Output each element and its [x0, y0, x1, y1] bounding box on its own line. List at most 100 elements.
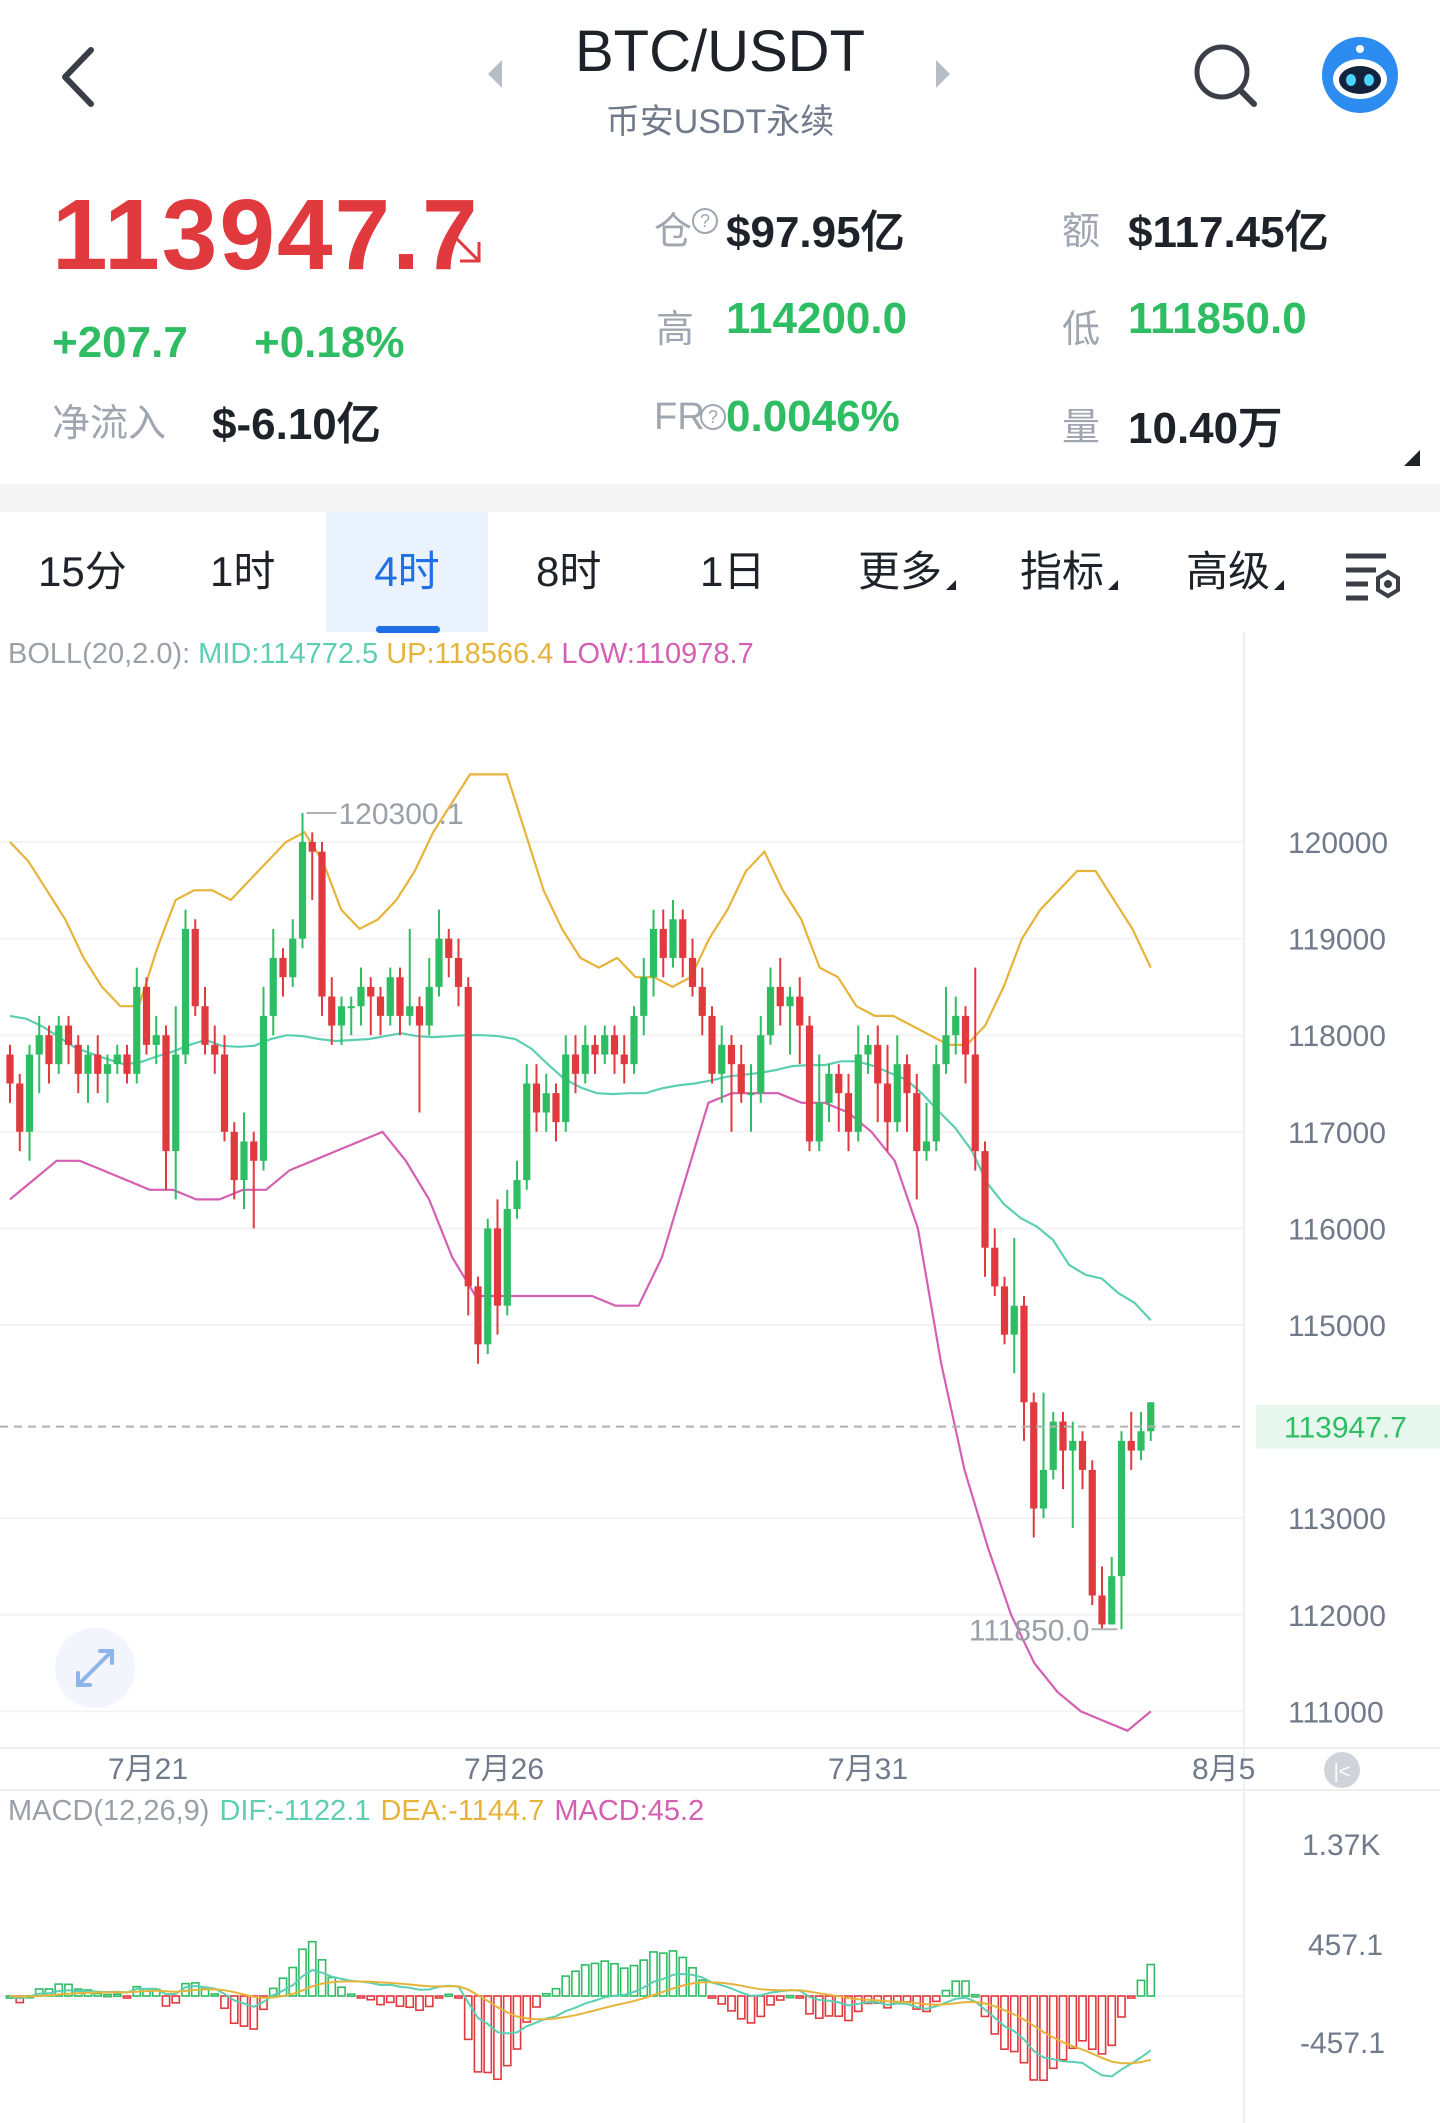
macd-bar: [649, 1951, 658, 1997]
info-icon[interactable]: ?: [700, 404, 726, 430]
macd-bar: [239, 1995, 249, 2027]
candle-body: [1039, 1469, 1048, 1509]
info-icon[interactable]: ?: [692, 208, 718, 234]
interval-tabs: 15分 1时 4时 8时 1日 更多 指标 高级: [0, 512, 1440, 632]
macd-bar: [122, 1995, 132, 1999]
macd-bar: [746, 1995, 756, 2024]
macd-bar: [327, 1976, 337, 1997]
section-divider: [0, 484, 1440, 512]
candle-body: [94, 1054, 102, 1074]
macd-bar: [1058, 1995, 1068, 2061]
bollinger-bands: [9, 773, 1152, 1732]
candle-body: [883, 1083, 892, 1123]
candle-body: [191, 928, 199, 1007]
candle-body: [1127, 1440, 1135, 1451]
expand-corner-icon[interactable]: [1404, 450, 1420, 466]
tab-15m[interactable]: 15分: [38, 548, 127, 595]
pair-subtitle: 币安USDT永续: [605, 103, 835, 141]
candle-body: [289, 938, 297, 978]
current-price-label: 113947.7: [1284, 1412, 1407, 1445]
macd-bar: [561, 1975, 571, 1997]
candle-body: [786, 996, 794, 1007]
candle-body: [913, 1093, 921, 1152]
candle-body: [1020, 1305, 1028, 1403]
x-tick-label: 7月31: [828, 1753, 908, 1786]
boll-lower-line: [9, 1092, 1152, 1732]
macd-bar: [736, 1995, 746, 2020]
candle-body: [942, 1035, 950, 1065]
candle-body: [766, 986, 775, 1036]
tab-indicators-label: 指标: [1020, 548, 1105, 595]
candle-body: [464, 986, 472, 1287]
candle-body: [952, 1015, 960, 1036]
boll-legend: BOLL(20,2.0): MID:114772.5 UP:118566.4 LOW:…: [8, 638, 754, 670]
macd-bar: [1146, 1963, 1156, 1997]
candle-body: [337, 1006, 346, 1026]
candle-body: [55, 1025, 63, 1065]
caret-left-icon[interactable]: [488, 60, 502, 88]
tab-1h[interactable]: 1时: [210, 548, 276, 595]
robot-avatar-icon[interactable]: [1320, 35, 1400, 115]
candle-body: [630, 1015, 638, 1065]
candle-body: [581, 1044, 589, 1074]
candle-body: [844, 1093, 853, 1132]
boll-mid-label: MID:114772.5: [198, 638, 378, 670]
tab-advanced[interactable]: 高级: [1186, 512, 1285, 632]
candle-body: [991, 1247, 999, 1287]
macd-bar: [112, 1993, 122, 1998]
macd-bar: [844, 1995, 853, 2022]
y-tick-label: 116000: [1288, 1213, 1386, 1246]
macd-bar: [493, 1995, 502, 2081]
y-tick-label: 112000: [1288, 1600, 1386, 1633]
go-latest-icon: |<: [1334, 1761, 1351, 1783]
chart-settings-icon[interactable]: [1342, 548, 1404, 604]
macd-value-label: MACD:45.2: [554, 1795, 704, 1827]
candle-body: [922, 1141, 931, 1152]
candle-body: [679, 919, 687, 958]
kline-chart[interactable]: BOLL(20,2.0): MID:114772.5 UP:118566.4 LOW:…: [0, 632, 1440, 2123]
macd-bar: [454, 1995, 463, 1999]
search-icon[interactable]: [1190, 40, 1260, 110]
macd-bar: [220, 1995, 229, 2010]
candle-body: [162, 1035, 170, 1152]
pair-title[interactable]: BTC/USDT: [575, 19, 865, 84]
tab-more-label: 更多: [858, 548, 943, 595]
macd-bar: [444, 1993, 454, 1998]
macd-bar: [1039, 1995, 1048, 2082]
x-tick-label: 8月5: [1192, 1753, 1255, 1786]
macd-bar: [103, 1993, 112, 1998]
caret-right-icon[interactable]: [936, 60, 950, 88]
volume-value: 10.40万: [1128, 404, 1283, 453]
tab-indicators[interactable]: 指标: [1020, 512, 1119, 632]
net-inflow-label: 净流入: [52, 403, 167, 445]
macd-bar: [1048, 1995, 1058, 2070]
tab-1d[interactable]: 1日: [700, 548, 766, 595]
candle-body: [903, 1064, 911, 1094]
macd-bar: [639, 1959, 649, 1997]
candle-body: [649, 928, 658, 978]
macd-bar: [424, 1995, 434, 2008]
candle-body: [279, 957, 287, 978]
macd-bar: [249, 1995, 259, 2030]
candle-body: [220, 1054, 229, 1132]
boll-up-label: UP:118566.4: [386, 638, 553, 670]
candle-body: [298, 842, 307, 939]
tab-more[interactable]: 更多: [858, 512, 957, 632]
macd-bar: [278, 1977, 288, 1997]
candle-body: [435, 938, 443, 987]
macd-bar: [961, 1980, 970, 1997]
y-tick-label: 118000: [1288, 1020, 1386, 1053]
candle-body: [493, 1228, 502, 1306]
candle-body: [757, 1035, 765, 1094]
open-interest-label: 仓: [654, 211, 693, 253]
macd-bar: [502, 1995, 512, 2067]
macd-dif-label: DIF:-1122.1: [219, 1795, 370, 1827]
tab-4h[interactable]: 4时: [326, 512, 488, 632]
macd-bar: [1068, 1995, 1078, 2050]
go-latest-button[interactable]: [1324, 1752, 1360, 1788]
tab-8h[interactable]: 8时: [536, 548, 602, 595]
candle-body: [133, 986, 141, 1074]
macd-bar: [532, 1995, 541, 2008]
current-price-tag: [1256, 1404, 1440, 1449]
back-icon[interactable]: [55, 40, 105, 115]
